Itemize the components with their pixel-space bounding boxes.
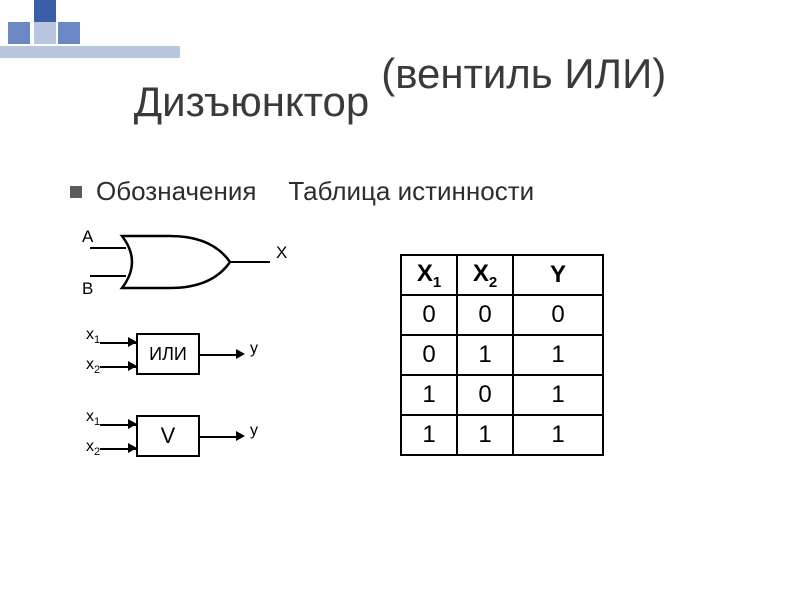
gate-input-b-label: B — [82, 279, 93, 298]
gate-input-a-label: A — [82, 227, 94, 246]
block1-in2-label: x2 — [86, 356, 100, 376]
block1-out-label: y — [250, 340, 258, 358]
block2-label: V — [161, 423, 176, 449]
truth-table-body: 0 0 0 0 1 1 1 0 1 1 1 1 — [401, 295, 603, 455]
block-or-v: x1 x2 V y — [80, 404, 310, 468]
block2-box: V — [136, 415, 200, 457]
subhead-truth-table: Таблица истинности — [288, 176, 534, 207]
notation-diagrams: A B X x1 x2 ИЛИ y x1 x2 V — [80, 224, 310, 468]
block-or-text: x1 x2 ИЛИ y — [80, 322, 310, 386]
block1-box: ИЛИ — [136, 333, 200, 375]
subheading-row: Обозначения Таблица истинности — [70, 176, 534, 207]
block1-in1-label: x1 — [86, 326, 100, 346]
table-row: 1 1 1 — [401, 415, 603, 455]
slide-corner-decoration — [0, 0, 180, 60]
or-gate-symbol: A B X — [80, 224, 290, 304]
th-x2: X2 — [457, 255, 513, 295]
block2-in1-label: x1 — [86, 408, 100, 428]
table-row: 1 0 1 — [401, 375, 603, 415]
slide-title: Дизъюнктор (вентиль ИЛИ) — [0, 78, 800, 126]
subhead-notation: Обозначения — [96, 176, 256, 207]
block2-out-label: y — [250, 422, 258, 440]
table-row: 0 1 1 — [401, 335, 603, 375]
gate-output-label: X — [276, 243, 287, 262]
th-x1: X1 — [401, 255, 457, 295]
table-row: 0 0 0 — [401, 295, 603, 335]
title-main: Дизъюнктор — [134, 78, 370, 126]
block1-label: ИЛИ — [149, 344, 187, 365]
table-header-row: X1 X2 Y — [401, 255, 603, 295]
bullet-icon — [70, 186, 82, 198]
th-y: Y — [513, 255, 603, 295]
block2-in2-label: x2 — [86, 438, 100, 458]
truth-table: X1 X2 Y 0 0 0 0 1 1 1 0 1 1 1 1 — [400, 254, 604, 456]
title-parenthetical: (вентиль ИЛИ) — [381, 50, 666, 98]
